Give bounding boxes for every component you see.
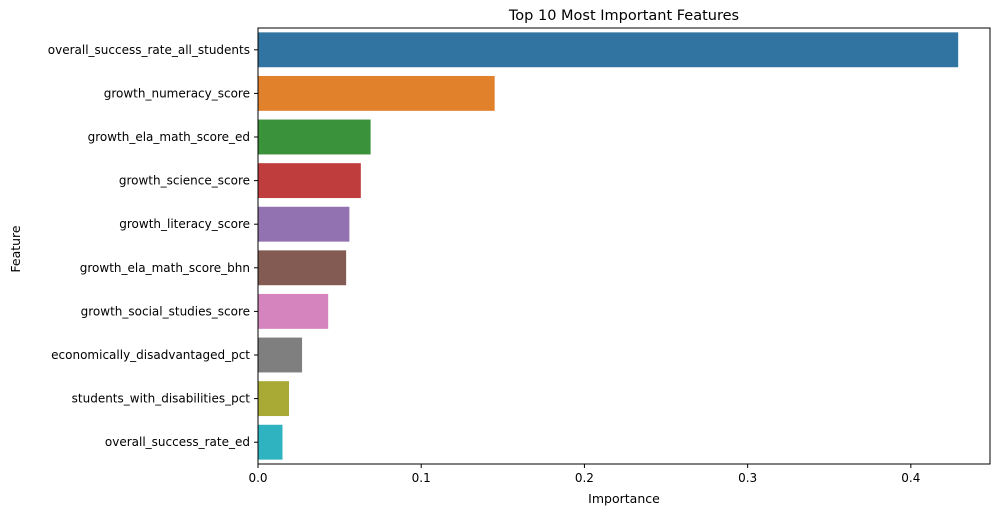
x-tick-label: 0.4 [901,471,920,485]
y-tick-label: overall_success_rate_ed [105,435,250,449]
x-tick-label: 0.3 [738,471,757,485]
bar-growth_ela_math_score_ed [258,119,371,155]
y-axis-label: Feature [8,225,23,273]
y-tick-label: growth_numeracy_score [104,86,250,100]
y-axis-ticks: overall_success_rate_all_students growth_… [48,43,258,449]
bar-growth_literacy_score [258,206,350,242]
x-axis-label: Importance [588,491,660,506]
y-tick-label: growth_literacy_score [119,217,250,231]
x-tick-label: 0.1 [412,471,431,485]
y-tick-label: growth_social_studies_score [81,304,250,318]
x-axis-ticks: 0.0 0.1 0.2 0.3 0.4 [248,464,920,485]
x-tick-label: 0.2 [575,471,594,485]
bar-overall_success_rate_all_students [258,32,959,68]
bar-growth_science_score [258,163,361,199]
y-tick-label: growth_ela_math_score_ed [88,130,250,144]
bars-group [258,32,959,460]
bar-growth_ela_math_score_bhn [258,250,347,286]
bar-growth_numeracy_score [258,75,495,111]
bar-overall_success_rate_ed [258,424,283,460]
x-tick-label: 0.0 [248,471,267,485]
plot-frame [257,27,991,465]
y-tick-label: growth_science_score [119,174,250,188]
bar-growth_social_studies_score [258,293,329,329]
chart-title: Top 10 Most Important Features [508,8,739,24]
y-tick-label: economically_disadvantaged_pct [51,348,250,362]
y-tick-label: growth_ela_math_score_bhn [80,261,250,275]
bar-economically_disadvantaged_pct [258,337,303,373]
y-tick-label: overall_success_rate_all_students [48,43,250,57]
bar-students_with_disabilities_pct [258,381,290,417]
y-tick-label: students_with_disabilities_pct [72,392,251,406]
